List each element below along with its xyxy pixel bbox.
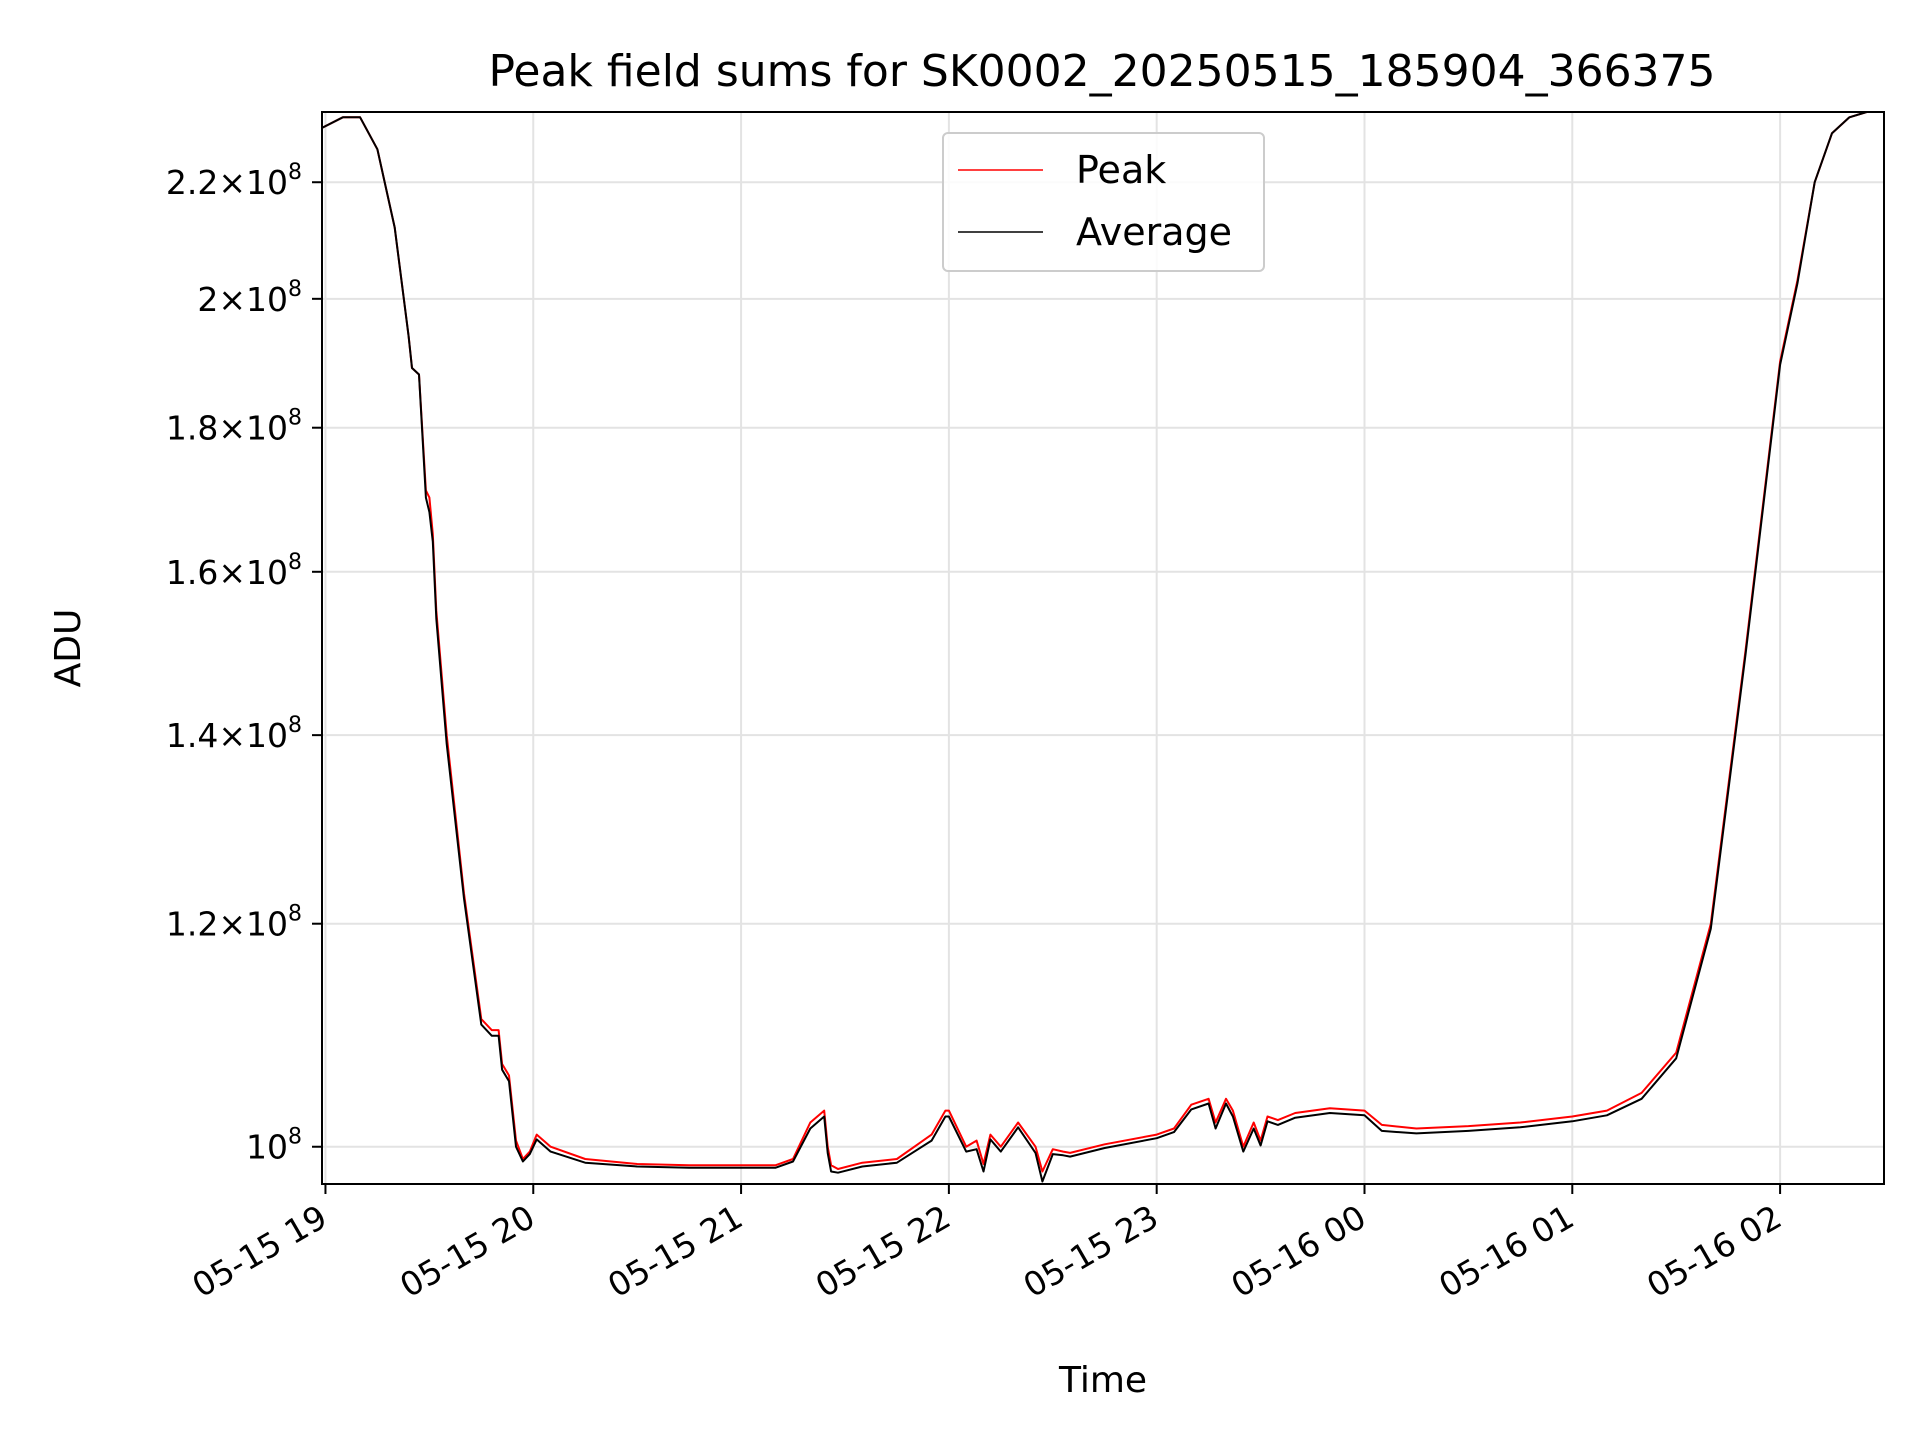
y-tick-label: 108 — [246, 1125, 302, 1167]
chart-title: Peak field sums for SK0002_20250515_1859… — [488, 46, 1715, 97]
x-tick-label: 05-15 20 — [393, 1197, 541, 1305]
y-axis-label: ADU — [48, 609, 89, 688]
grid-lines — [322, 112, 1884, 1184]
series-layer — [321, 111, 1884, 1183]
legend-box — [942, 132, 1265, 272]
series-line-average — [321, 111, 1884, 1183]
x-tick-label: 05-16 02 — [1640, 1197, 1788, 1305]
legend: Peak Average — [942, 132, 1265, 272]
y-axis: 108 1.2×108 1.4×108 1.6×108 1.8×108 2×108 2.2×… — [166, 160, 322, 1167]
y-tick-label: 2.2×108 — [166, 160, 302, 202]
legend-label-average: Average — [1076, 210, 1232, 254]
y-tick-label: 2×108 — [197, 277, 302, 319]
x-tick-label: 05-16 00 — [1224, 1197, 1372, 1305]
x-tick-label: 05-15 21 — [601, 1197, 749, 1305]
y-tick-label: 1.6×108 — [166, 550, 302, 592]
y-tick-label: 1.8×108 — [166, 406, 302, 448]
x-tick-label: 05-15 22 — [809, 1197, 957, 1305]
plot-frame — [321, 111, 1885, 1185]
y-tick-label: 1.4×108 — [166, 713, 302, 755]
x-axis: 05-15 19 05-15 20 05-15 21 05-15 22 05-15 23… — [185, 1184, 1788, 1305]
x-axis-label: Time — [1058, 1360, 1147, 1401]
x-tick-label: 05-16 01 — [1432, 1197, 1580, 1305]
y-tick-label: 1.2×108 — [166, 902, 302, 944]
x-tick-label: 05-15 23 — [1017, 1197, 1165, 1305]
legend-label-peak: Peak — [1076, 148, 1166, 192]
x-tick-label: 05-15 19 — [185, 1197, 333, 1305]
